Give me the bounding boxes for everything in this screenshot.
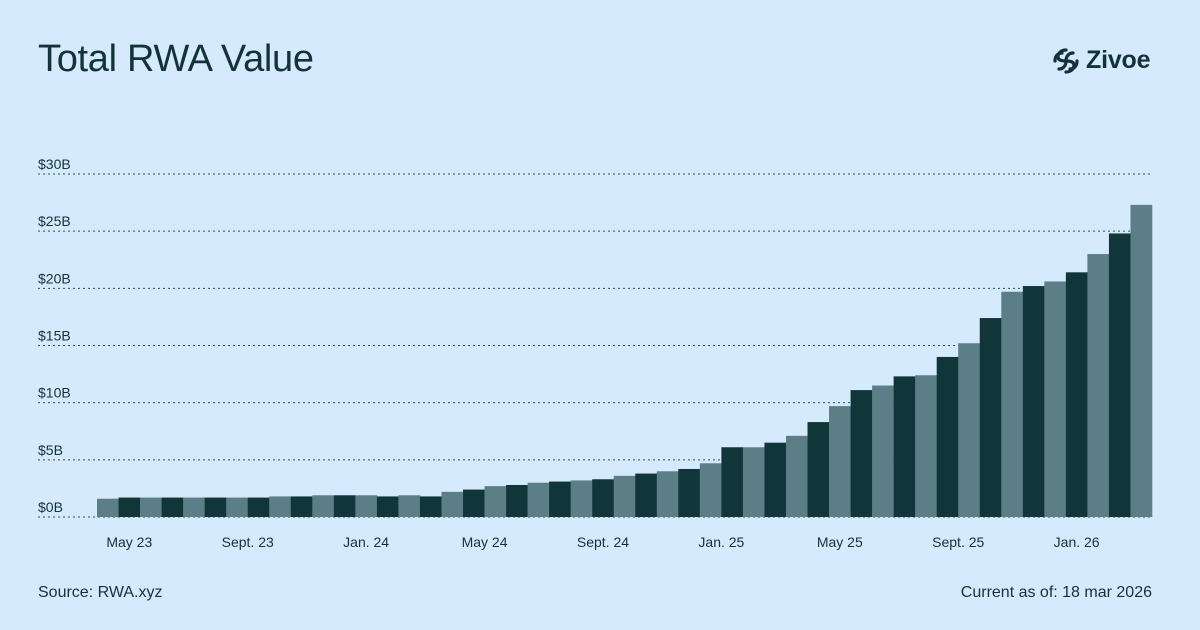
bar bbox=[893, 376, 916, 517]
bar bbox=[570, 480, 593, 517]
bar bbox=[183, 497, 205, 517]
x-tick-label: Jan. 25 bbox=[698, 534, 744, 550]
bar bbox=[506, 484, 528, 517]
bar bbox=[97, 498, 119, 517]
bar bbox=[1044, 281, 1067, 517]
bar bbox=[785, 435, 808, 517]
bar bbox=[419, 496, 442, 517]
bar bbox=[355, 495, 378, 517]
y-tick-label: $30B bbox=[38, 156, 71, 172]
bar bbox=[1022, 286, 1045, 517]
bar bbox=[1001, 291, 1024, 517]
y-tick-label: $0B bbox=[38, 499, 63, 515]
brand-name: Zivoe bbox=[1086, 46, 1151, 74]
bar bbox=[312, 495, 335, 517]
bar bbox=[484, 486, 507, 517]
bar bbox=[161, 497, 184, 517]
bar bbox=[269, 496, 292, 517]
bar bbox=[333, 495, 356, 517]
bar bbox=[140, 497, 162, 517]
source-note: Source: RWA.xyz bbox=[38, 584, 163, 601]
bar bbox=[1087, 254, 1110, 518]
bar bbox=[592, 479, 615, 517]
x-tick-label: Jan. 26 bbox=[1054, 534, 1100, 550]
y-tick-label: $15B bbox=[38, 328, 71, 344]
x-tick-label: Sept. 23 bbox=[222, 534, 274, 550]
bar bbox=[441, 491, 464, 517]
zivoe-logo-icon bbox=[1053, 47, 1079, 74]
bar bbox=[699, 463, 722, 517]
bar bbox=[721, 447, 744, 517]
bar bbox=[549, 481, 571, 517]
x-tick-label: Sept. 25 bbox=[932, 534, 984, 550]
as-of-note: Current as of: 18 mar 2026 bbox=[960, 584, 1152, 601]
bar bbox=[742, 447, 765, 517]
bar bbox=[226, 497, 249, 517]
bar bbox=[1108, 233, 1131, 517]
page-title: Total RWA Value bbox=[38, 38, 314, 80]
brand-logo: Zivoe bbox=[1052, 46, 1150, 75]
x-tick-label: May 23 bbox=[106, 534, 152, 550]
bar bbox=[290, 496, 313, 517]
bar bbox=[872, 385, 894, 517]
bar bbox=[635, 473, 658, 517]
bar bbox=[376, 496, 399, 517]
bar bbox=[527, 482, 550, 517]
bar bbox=[204, 497, 227, 517]
bar bbox=[850, 390, 873, 517]
bar bbox=[958, 343, 981, 517]
bar bbox=[247, 497, 270, 517]
bar bbox=[613, 475, 636, 517]
bar bbox=[656, 471, 679, 517]
bar bbox=[678, 468, 701, 517]
bar bbox=[1130, 204, 1153, 517]
bar bbox=[398, 495, 421, 517]
y-tick-label: $20B bbox=[38, 270, 71, 286]
bar bbox=[463, 489, 485, 517]
bar bbox=[936, 356, 959, 517]
bar bbox=[764, 442, 787, 517]
x-tick-label: May 25 bbox=[817, 534, 863, 550]
y-tick-label: $10B bbox=[38, 385, 71, 401]
bar bbox=[829, 406, 851, 517]
x-tick-label: May 24 bbox=[462, 534, 508, 550]
bar bbox=[118, 497, 141, 517]
bar bbox=[807, 422, 830, 517]
bar bbox=[915, 375, 937, 517]
y-tick-label: $5B bbox=[38, 442, 63, 458]
x-tick-label: Jan. 24 bbox=[343, 534, 389, 550]
bar bbox=[979, 318, 1002, 517]
bar bbox=[1065, 272, 1088, 517]
x-tick-label: Sept. 24 bbox=[577, 534, 629, 550]
y-tick-label: $25B bbox=[38, 213, 71, 229]
